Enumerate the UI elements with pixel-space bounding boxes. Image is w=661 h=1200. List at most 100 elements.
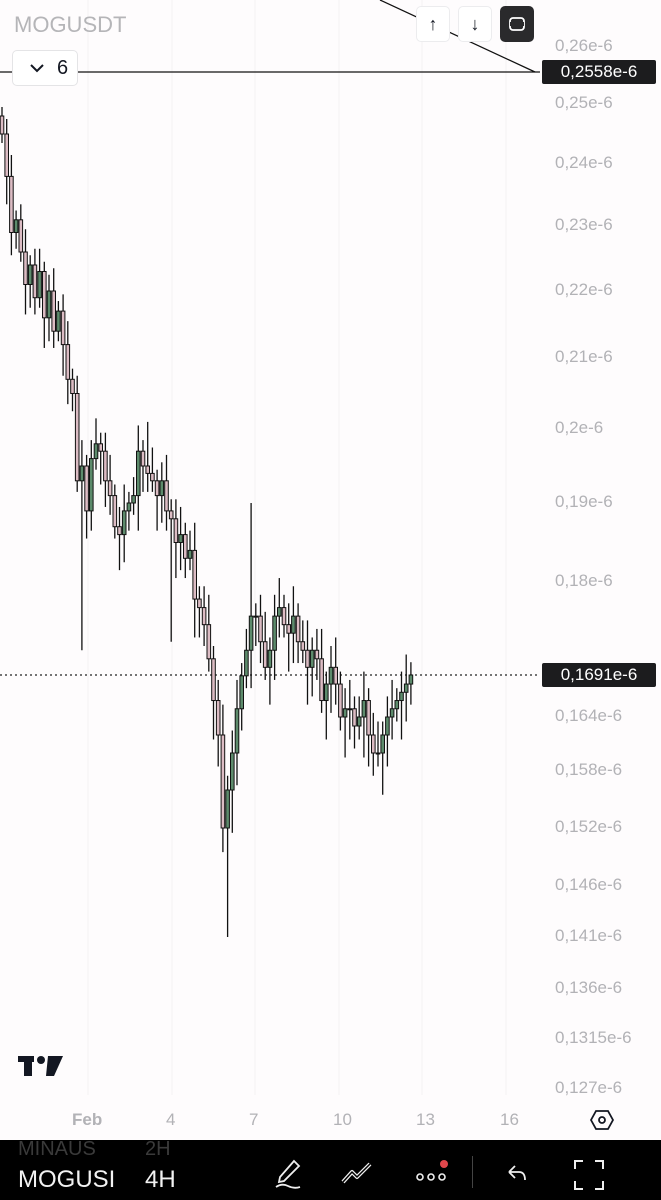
ghost-interval: 2H	[145, 1138, 171, 1160]
candle-body	[253, 615, 259, 618]
candle-body	[126, 502, 132, 512]
candle	[136, 425, 141, 531]
candle	[37, 248, 42, 308]
candle	[145, 421, 150, 492]
candle-body	[136, 450, 141, 497]
interval-button[interactable]: 4H	[145, 1166, 176, 1193]
candle	[206, 594, 212, 672]
candle-body	[262, 641, 268, 668]
candle	[239, 663, 244, 731]
candle-body	[46, 290, 52, 319]
candle	[253, 603, 259, 646]
candle-body	[352, 708, 357, 727]
candle	[13, 210, 19, 249]
candle-body	[23, 251, 28, 285]
time-tick-label: 7	[249, 1110, 259, 1129]
candle-body	[356, 716, 362, 727]
candle	[4, 119, 9, 205]
candle	[211, 645, 216, 740]
candle-body	[18, 219, 24, 253]
price-tick-label: 0,141e-6	[555, 926, 623, 945]
candle	[89, 440, 94, 531]
candle	[319, 628, 324, 713]
symbol-button[interactable]: MOGUSI	[18, 1166, 116, 1193]
scroll-up-button[interactable]: ↑	[416, 6, 450, 42]
scroll-down-button[interactable]: ↓	[458, 6, 492, 42]
candle	[65, 321, 71, 405]
candle-body	[60, 310, 66, 346]
candle	[295, 603, 301, 664]
candle	[9, 155, 14, 256]
candle	[380, 721, 385, 795]
candle-body	[121, 510, 127, 536]
candle	[394, 688, 400, 722]
price-tick-label: 0,164e-6	[555, 706, 623, 725]
candle-body	[32, 264, 38, 299]
candle-body	[319, 658, 324, 702]
candle-body	[394, 700, 400, 710]
hexagon-settings-icon[interactable]	[590, 1108, 614, 1132]
candle	[234, 679, 240, 786]
pencil-draw-icon[interactable]	[272, 1158, 304, 1190]
candle-body	[300, 641, 306, 651]
candle	[215, 679, 221, 767]
candle-body	[74, 393, 80, 482]
candle	[74, 375, 80, 492]
candle	[84, 454, 89, 539]
candle-body	[248, 615, 254, 651]
candle-body	[192, 549, 197, 600]
candle-body	[389, 708, 395, 718]
candle-body	[234, 708, 240, 754]
fullscreen-icon[interactable]	[572, 1158, 606, 1192]
candle-body	[145, 465, 150, 474]
candle	[131, 477, 136, 515]
undo-icon[interactable]	[503, 1158, 531, 1188]
fullscreen-button[interactable]	[500, 6, 534, 42]
candle	[399, 671, 404, 740]
candle	[389, 679, 395, 740]
candle	[51, 268, 57, 348]
candle-body	[277, 607, 282, 617]
candle	[178, 506, 183, 571]
candle-body	[366, 700, 371, 736]
candle	[168, 499, 174, 642]
price-tick-label: 0,127e-6	[555, 1078, 623, 1097]
candle-body	[244, 649, 249, 677]
toolbar-divider	[472, 1156, 473, 1188]
price-tick-label: 0,21e-6	[555, 347, 613, 366]
candle	[126, 491, 132, 531]
candle	[79, 440, 85, 651]
candle	[197, 586, 202, 638]
indicators-collapse-button[interactable]: 6	[12, 50, 78, 86]
candle-body	[131, 495, 136, 504]
candle	[70, 368, 75, 412]
candle	[117, 506, 122, 571]
candle-body	[281, 607, 287, 626]
price-tick-label: 0,25e-6	[555, 93, 613, 112]
bottom-toolbar: MINAUS 2H MOGUSI 4H	[0, 1138, 661, 1200]
candle	[314, 628, 320, 680]
price-chart[interactable]	[0, 0, 661, 1140]
arrow-up-icon: ↑	[428, 13, 438, 34]
candle-body	[13, 219, 19, 234]
candle-body	[211, 658, 216, 702]
candle-body	[112, 495, 118, 528]
price-tick-label: 0,2e-6	[555, 418, 604, 437]
candle-body	[267, 649, 273, 668]
candle-body	[215, 700, 221, 736]
candle-body	[140, 450, 146, 467]
candle-body	[168, 510, 174, 520]
candle-body	[272, 615, 277, 651]
candle	[286, 603, 291, 672]
candle-body	[51, 290, 57, 332]
time-tick-label: 16	[500, 1110, 519, 1129]
candle-body	[206, 624, 212, 660]
trend-line[interactable]	[379, 0, 536, 73]
candle-body	[258, 615, 263, 643]
price-tick-label: 0,23e-6	[555, 215, 613, 234]
candle-body	[295, 615, 301, 643]
time-tick-label: 10	[333, 1110, 352, 1129]
more-icon[interactable]	[414, 1158, 450, 1188]
drawing-tools-icon[interactable]	[340, 1158, 374, 1188]
candle	[258, 594, 263, 664]
